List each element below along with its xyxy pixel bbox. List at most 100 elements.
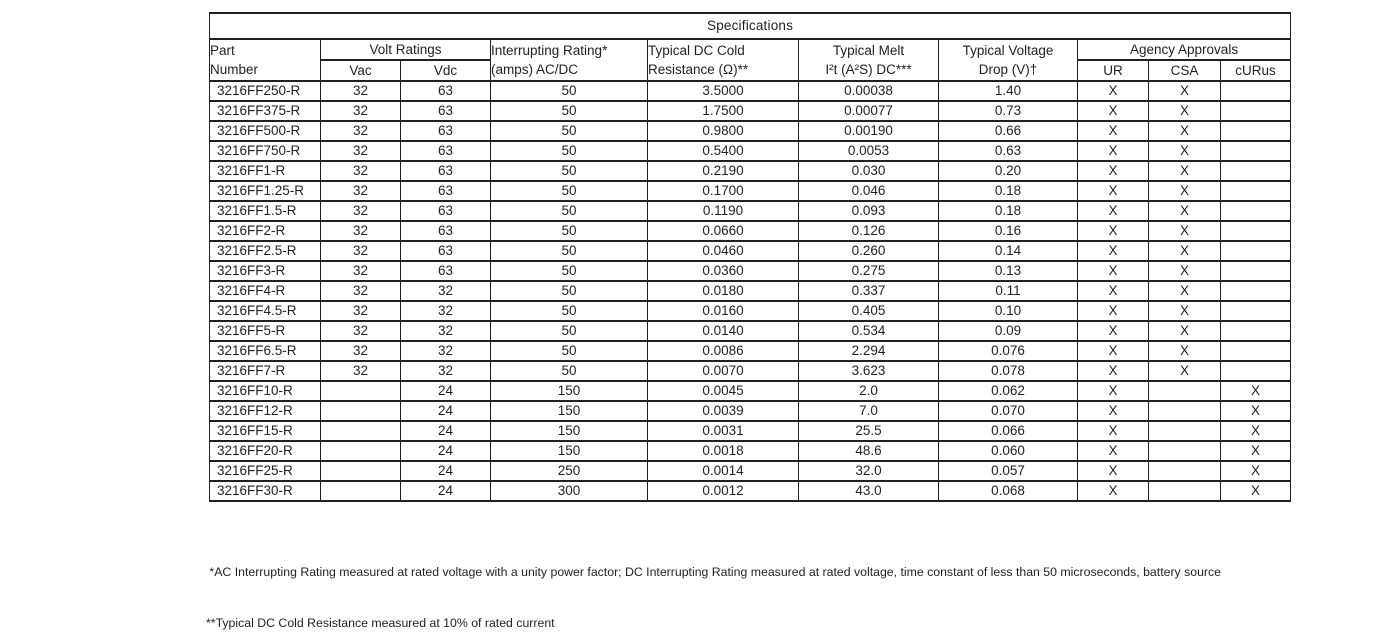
dc-cold-resistance-cell: 0.0012 xyxy=(647,480,799,502)
interrupting-rating-cell: 50 xyxy=(490,140,648,162)
vdc-cell: 63 xyxy=(400,220,491,242)
dc-cold-resistance-cell: 0.0460 xyxy=(647,240,799,262)
melt-i2t-cell: 0.00190 xyxy=(798,120,939,142)
table-row: 3216FF1.25-R 32 63 50 0.1700 0.046 0.18 … xyxy=(209,180,1292,202)
curus-approval-cell xyxy=(1219,140,1292,162)
part-number-cell: 3216FF12-R xyxy=(209,400,321,422)
interrupting-rating-cell: 150 xyxy=(490,420,648,442)
voltage-drop-cell: 0.076 xyxy=(938,340,1078,362)
ur-approval-cell: X xyxy=(1077,120,1149,142)
voltage-drop-cell: 0.060 xyxy=(938,440,1078,462)
dc-cold-resistance-cell: 0.9800 xyxy=(647,120,799,142)
interrupting-rating-cell: 300 xyxy=(490,480,648,502)
vdc-cell: 63 xyxy=(400,120,491,142)
part-number-header-line2: Number xyxy=(210,62,259,77)
vdc-header: Vdc xyxy=(400,59,491,82)
curus-approval-cell xyxy=(1219,160,1292,182)
title-row: Specifications xyxy=(208,12,1292,40)
dc-cold-resistance-header-line2: Resistance (Ω)** xyxy=(648,62,749,77)
melt-i2t-cell: 0.030 xyxy=(798,160,939,182)
csa-approval-cell xyxy=(1148,460,1221,482)
curus-approval-cell xyxy=(1219,280,1292,302)
vdc-cell: 24 xyxy=(400,480,491,502)
interrupting-rating-cell: 50 xyxy=(490,340,648,362)
melt-i2t-header: Typical Melt I²t (A²S) DC*** xyxy=(798,38,939,82)
vac-cell: 32 xyxy=(320,180,401,202)
voltage-drop-cell: 0.63 xyxy=(938,140,1078,162)
melt-i2t-cell: 43.0 xyxy=(798,480,939,502)
melt-i2t-cell: 3.623 xyxy=(798,360,939,382)
curus-approval-cell: X xyxy=(1219,480,1292,502)
csa-header: CSA xyxy=(1148,59,1221,82)
curus-approval-cell xyxy=(1219,300,1292,322)
table-row: 3216FF2-R 32 63 50 0.0660 0.126 0.16 X X xyxy=(209,220,1292,242)
vdc-cell: 63 xyxy=(400,140,491,162)
table-row: 3216FF30-R 24 300 0.0012 43.0 0.068 X X xyxy=(209,480,1292,502)
csa-approval-cell: X xyxy=(1148,120,1221,142)
csa-approval-cell xyxy=(1148,400,1221,422)
vdc-cell: 24 xyxy=(400,420,491,442)
curus-approval-cell: X xyxy=(1219,420,1292,442)
melt-i2t-cell: 0.337 xyxy=(798,280,939,302)
vac-cell: 32 xyxy=(320,320,401,342)
melt-i2t-cell: 0.126 xyxy=(798,220,939,242)
dc-cold-resistance-cell: 0.1700 xyxy=(647,180,799,202)
curus-approval-cell xyxy=(1219,100,1292,122)
specifications-table: Specifications Part Number Volt Ratings … xyxy=(208,12,1292,502)
voltage-drop-header-line1: Typical Voltage xyxy=(962,42,1054,58)
dc-cold-resistance-header-line1: Typical DC Cold xyxy=(648,42,745,58)
part-number-header: Part Number xyxy=(209,38,321,82)
vdc-cell: 32 xyxy=(400,340,491,362)
melt-i2t-cell: 25.5 xyxy=(798,420,939,442)
csa-approval-cell: X xyxy=(1148,220,1221,242)
part-number-header-line1: Part xyxy=(210,42,235,58)
ur-approval-cell: X xyxy=(1077,180,1149,202)
vac-cell: 32 xyxy=(320,340,401,362)
vdc-cell: 63 xyxy=(400,260,491,282)
dc-cold-resistance-cell: 0.0660 xyxy=(647,220,799,242)
header-row-2: Vac Vdc UR CSA cURus xyxy=(210,59,1292,82)
dc-cold-resistance-cell: 0.0140 xyxy=(647,320,799,342)
part-number-cell: 3216FF2-R xyxy=(209,220,321,242)
voltage-drop-cell: 0.66 xyxy=(938,120,1078,142)
melt-i2t-cell: 48.6 xyxy=(798,440,939,462)
voltage-drop-header-line2: Drop (V)† xyxy=(978,62,1038,77)
csa-approval-cell xyxy=(1148,440,1221,462)
vac-cell: 32 xyxy=(320,260,401,282)
csa-approval-cell xyxy=(1148,420,1221,442)
vac-cell: 32 xyxy=(320,160,401,182)
vac-cell: 32 xyxy=(320,220,401,242)
vac-cell: 32 xyxy=(320,360,401,382)
dc-cold-resistance-cell: 0.0070 xyxy=(647,360,799,382)
melt-i2t-cell: 0.00038 xyxy=(798,80,939,102)
dc-cold-resistance-cell: 0.2190 xyxy=(647,160,799,182)
dc-cold-resistance-cell: 0.0031 xyxy=(647,420,799,442)
csa-approval-cell: X xyxy=(1148,280,1221,302)
part-number-cell: 3216FF20-R xyxy=(209,440,321,462)
ur-approval-cell: X xyxy=(1077,260,1149,282)
vac-cell: 32 xyxy=(320,280,401,302)
footnotes: *AC Interrupting Rating measured at rate… xyxy=(206,529,1326,633)
ur-approval-cell: X xyxy=(1077,380,1149,402)
voltage-drop-cell: 0.09 xyxy=(938,320,1078,342)
ur-approval-cell: X xyxy=(1077,340,1149,362)
vdc-cell: 24 xyxy=(400,440,491,462)
part-number-cell: 3216FF4.5-R xyxy=(209,300,321,322)
melt-i2t-cell: 0.093 xyxy=(798,200,939,222)
voltage-drop-cell: 0.10 xyxy=(938,300,1078,322)
csa-approval-cell xyxy=(1148,380,1221,402)
csa-approval-cell xyxy=(1148,480,1221,502)
ur-approval-cell: X xyxy=(1077,300,1149,322)
dc-cold-resistance-cell: 0.0039 xyxy=(647,400,799,422)
dc-cold-resistance-cell: 0.5400 xyxy=(647,140,799,162)
table-row: 3216FF2.5-R 32 63 50 0.0460 0.260 0.14 X… xyxy=(209,240,1292,262)
vac-header: Vac xyxy=(320,59,401,82)
voltage-drop-cell: 0.057 xyxy=(938,460,1078,482)
vac-cell: 32 xyxy=(320,120,401,142)
dc-cold-resistance-cell: 0.0160 xyxy=(647,300,799,322)
table-row: 3216FF15-R 24 150 0.0031 25.5 0.066 X X xyxy=(209,420,1292,442)
part-number-cell: 3216FF6.5-R xyxy=(209,340,321,362)
csa-approval-cell: X xyxy=(1148,100,1221,122)
part-number-cell: 3216FF375-R xyxy=(209,100,321,122)
table-row: 3216FF4-R 32 32 50 0.0180 0.337 0.11 X X xyxy=(209,280,1292,302)
